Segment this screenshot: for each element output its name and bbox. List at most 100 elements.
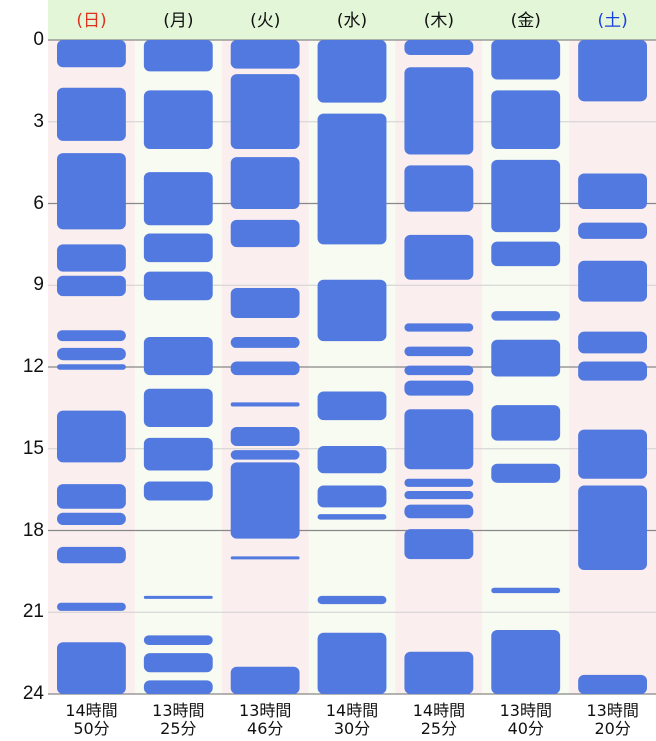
day-header: (金) [510,11,541,31]
sleep-bar [317,40,387,103]
sleep-bar [317,514,387,520]
day-total-minutes: 50分 [73,719,110,738]
sleep-bar [578,331,647,354]
sleep-bar [578,361,647,381]
sleep-bar [143,680,213,694]
y-tick-label: 3 [33,110,44,132]
sleep-bar [57,602,126,611]
sleep-bar [230,157,300,209]
y-tick-label: 15 [22,437,44,459]
day-total-minutes: 46分 [247,719,284,738]
sleep-bar [230,402,300,407]
day-total-hours: 13時間 [152,701,205,720]
sleep-bar [404,165,474,212]
sleep-bar [578,173,647,209]
sleep-bar [143,388,213,427]
day-total-hours: 14時間 [325,701,379,720]
sleep-bar [230,666,300,694]
day-total: 14時間 25分 [395,702,482,738]
sleep-bar [57,410,126,463]
y-tick-label: 12 [22,356,44,377]
sleep-bar [491,159,561,233]
day-total-minutes: 25分 [420,719,458,738]
sleep-bar [57,40,126,68]
day-total: 13時間 46分 [222,702,309,738]
sleep-bar [317,279,387,342]
sleep-bar [57,546,126,564]
sleep-bar [143,271,213,301]
sleep-bar [230,40,300,69]
day-total-minutes: 30分 [333,719,371,738]
day-total-minutes: 20分 [594,719,631,738]
sleep-bar [57,87,126,141]
day-total-hours: 13時間 [239,701,292,720]
y-tick-label: 21 [22,601,44,623]
sleep-bar [578,260,647,302]
sleep-bar [404,40,474,55]
sleep-bar [491,339,561,377]
sleep-bar [491,463,561,483]
sleep-bar [317,595,387,605]
sleep-bar [404,529,474,560]
y-tick-label: 9 [33,274,44,296]
sleep-bar [578,674,647,694]
day-total-hours: 13時間 [586,701,639,720]
sleep-bar [578,429,647,479]
day-header: (火) [250,11,281,31]
sleep-bar [143,172,213,226]
sleep-bar [230,219,300,248]
sleep-bar [404,504,474,519]
day-total: 13時間 25分 [135,702,222,738]
y-tick-label: 24 [22,683,44,704]
sleep-bar [404,409,474,470]
sleep-bar [404,365,474,376]
day-total-hours: 13時間 [499,701,552,720]
sleep-bar [230,462,300,539]
header-band [48,0,656,40]
sleep-bar [143,90,213,149]
sleep-bar [230,74,300,149]
sleep-bar [578,485,647,571]
sleep-bar [57,364,126,370]
day-header: (月) [163,11,194,31]
sleep-bar [57,275,126,297]
sleep-bar [230,287,300,318]
sleep-bar [404,323,474,332]
sleep-bar [404,380,474,396]
day-total: 13時間 20分 [569,702,656,738]
sleep-bar [57,330,126,342]
day-total: 14時間 30分 [309,702,396,738]
sleep-bar [404,478,474,487]
sleep-bar [57,512,126,526]
sleep-bar [317,113,387,245]
day-total-minutes: 25分 [160,719,197,738]
sleep-bar [230,361,300,376]
sleep-bar [317,391,387,421]
sleep-bar [143,233,213,263]
day-total-hours: 14時間 [65,701,118,720]
sleep-bar [230,337,300,348]
sleep-bar [578,222,647,239]
sleep-bar [57,484,126,509]
sleep-bar [491,40,561,80]
sleep-bar [57,347,126,361]
sleep-bar [578,40,647,102]
sleep-bar [143,437,213,471]
sleep-bar [57,642,126,694]
y-tick-label: 18 [22,519,44,541]
day-total-minutes: 40分 [507,719,544,738]
sleep-bar [143,481,213,501]
day-total: 13時間 40分 [482,702,569,738]
sleep-bar [404,490,474,500]
sleep-bar [230,556,300,560]
sleep-bar [491,629,561,694]
sleep-bar [57,153,126,230]
sleep-bar [143,337,213,376]
sleep-bar [143,635,213,645]
sleep-bar [317,446,387,474]
sleep-bar [404,234,474,280]
sleep-bar [143,595,213,599]
sleep-bar [404,651,474,694]
day-total: 14時間 50分 [48,702,135,738]
